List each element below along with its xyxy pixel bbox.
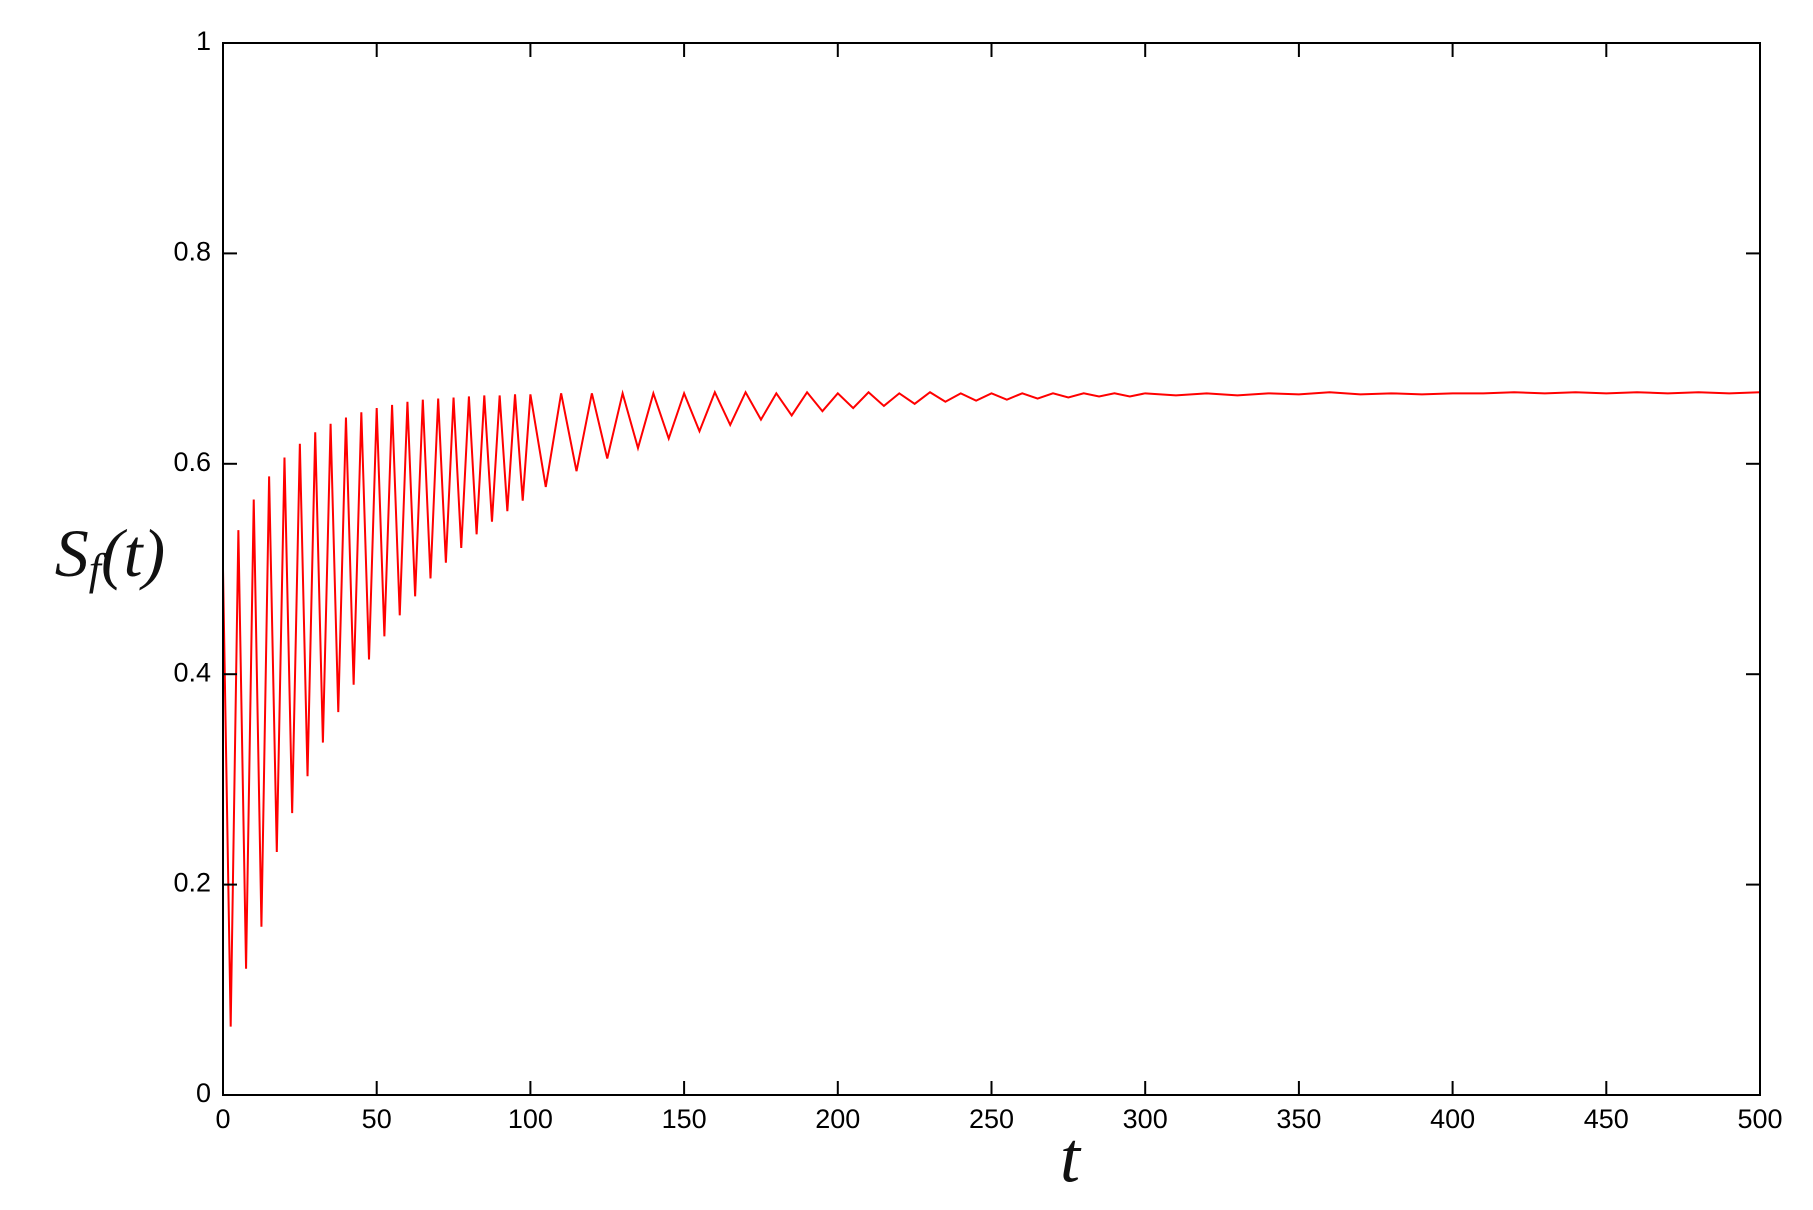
plot-frame — [222, 42, 1761, 1096]
x-tick-label: 300 — [1123, 1104, 1168, 1134]
y-axis-title: Sf(t) — [55, 515, 165, 594]
y-tick-label: 0 — [196, 1078, 211, 1108]
x-tick-label: 350 — [1276, 1104, 1321, 1134]
y-title-rest: (t) — [101, 515, 165, 591]
x-tick-label: 100 — [508, 1104, 553, 1134]
y-tick-label: 1 — [196, 26, 211, 56]
y-tick-label: 0.2 — [173, 868, 211, 898]
x-tick-label: 50 — [362, 1104, 392, 1134]
x-tick-label: 450 — [1584, 1104, 1629, 1134]
x-tick-label: 250 — [969, 1104, 1014, 1134]
data-line — [222, 389, 1761, 1027]
y-tick-label: 0.4 — [173, 657, 211, 687]
x-tick-label: 400 — [1430, 1104, 1475, 1134]
x-tick-label: 150 — [662, 1104, 707, 1134]
y-title-base: S — [55, 515, 89, 591]
y-tick-label: 0.6 — [173, 447, 211, 477]
y-tick-label: 0.8 — [173, 237, 211, 267]
x-tick-label: 0 — [215, 1104, 230, 1134]
x-tick-label: 500 — [1737, 1104, 1782, 1134]
x-tick-label: 200 — [815, 1104, 860, 1134]
x-axis-title: t — [1060, 1118, 1082, 1198]
